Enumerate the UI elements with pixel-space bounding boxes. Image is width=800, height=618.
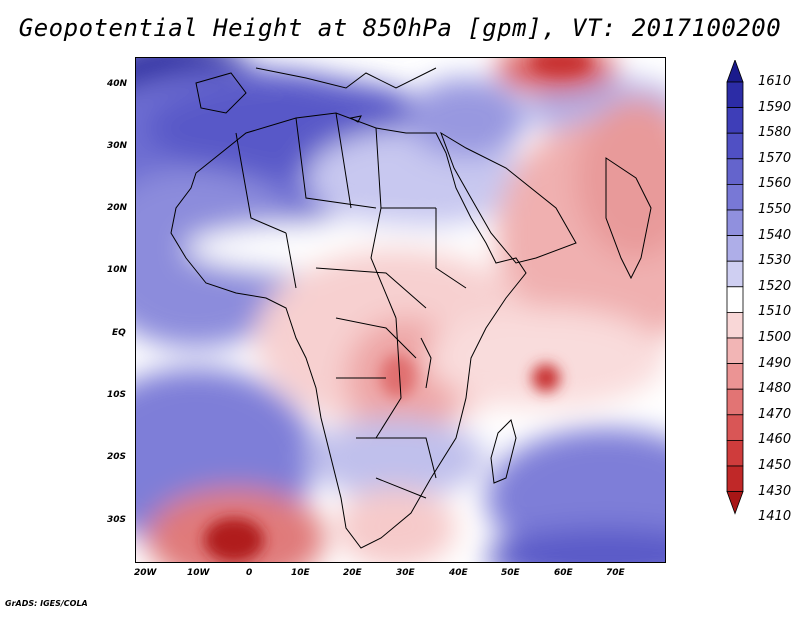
footer-credit: GrADS: IGES/COLA (5, 599, 88, 608)
colorbar-label: 1470 (758, 406, 792, 422)
lon-tick-20w: 20W (134, 568, 157, 578)
lat-tick-40n: 40N (107, 79, 128, 89)
lon-tick-10e: 10E (291, 568, 310, 578)
colorbar-label: 1460 (758, 432, 792, 448)
lon-tick-10w: 10W (187, 568, 210, 578)
colorbar-swatch (726, 260, 744, 288)
lon-tick-40e: 40E (449, 568, 468, 578)
lon-tick-50e: 50E (501, 568, 520, 578)
colorbar-swatch (726, 158, 744, 185)
colorbar-swatch (726, 465, 744, 493)
colorbar-label: 1570 (758, 150, 792, 166)
colorbar (726, 60, 744, 515)
colorbar-swatch (726, 209, 744, 237)
colorbar-label: 1610 (758, 74, 792, 89)
colorbar-label: 1540 (758, 227, 792, 243)
colorbar-label: 1580 (758, 125, 792, 141)
lon-tick-0: 0 (246, 568, 253, 578)
lat-tick-10s: 10S (107, 390, 127, 400)
colorbar-label: 1490 (758, 355, 792, 371)
colorbar-swatch (726, 286, 744, 313)
colorbar-swatch (726, 107, 744, 134)
geopotential-field (136, 58, 665, 562)
colorbar-swatch (726, 81, 744, 109)
colorbar-label: 1560 (758, 176, 792, 192)
colorbar-arrow-top (726, 60, 744, 83)
lon-tick-20e: 20E (343, 568, 362, 578)
lat-tick-30n: 30N (107, 141, 128, 151)
colorbar-label: 1530 (758, 253, 792, 269)
colorbar-swatch (726, 388, 744, 416)
lat-tick-10n: 10N (107, 265, 128, 275)
colorbar-swatch (726, 363, 744, 390)
colorbar-label: 1510 (758, 304, 792, 320)
colorbar-swatch (726, 439, 744, 467)
lat-tick-20n: 20N (107, 203, 128, 213)
colorbar-label: 1450 (758, 458, 792, 473)
colorbar-label: 1500 (758, 330, 792, 345)
colorbar-label: 1430 (758, 483, 792, 499)
colorbar-label: 1550 (758, 202, 792, 217)
lat-tick-20s: 20S (107, 452, 127, 462)
chart-title: Geopotential Height at 850hPa [gpm], VT:… (18, 14, 782, 42)
colorbar-swatch (726, 414, 744, 441)
lat-tick-eq: EQ (112, 328, 126, 338)
colorbar-swatch (726, 235, 744, 262)
colorbar-swatch (726, 132, 744, 160)
colorbar-swatch (726, 337, 744, 365)
colorbar-swatch (726, 311, 744, 339)
colorbar-label: 1480 (758, 381, 792, 397)
colorbar-label: 1410 (758, 509, 792, 525)
lon-tick-30e: 30E (396, 568, 415, 578)
lon-tick-60e: 60E (554, 568, 573, 578)
lon-tick-70e: 70E (606, 568, 625, 578)
map-panel (135, 57, 666, 563)
colorbar-label: 1590 (758, 99, 792, 115)
colorbar-arrow-bottom (726, 491, 744, 515)
lat-tick-30s: 30S (107, 515, 127, 525)
colorbar-swatch (726, 184, 744, 211)
colorbar-label: 1520 (758, 278, 792, 294)
